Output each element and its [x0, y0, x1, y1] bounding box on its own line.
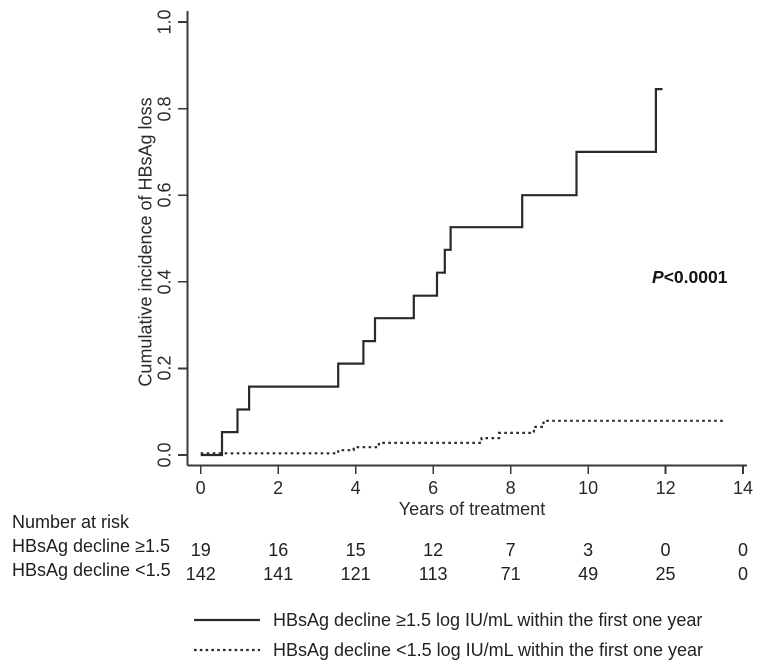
risk-count: 142	[185, 564, 216, 584]
km-curve-low-decline	[200, 419, 724, 455]
solid-line-icon	[194, 618, 260, 622]
risk-count: 121	[340, 564, 371, 584]
y-tick-label: 0.8	[154, 96, 175, 122]
number-at-risk-row-label-high: HBsAg decline ≥1.5	[12, 536, 170, 556]
x-tick-label: 0	[195, 478, 206, 498]
y-axis-title: Cumulative incidence of HBsAg loss	[135, 97, 156, 387]
p-value-annotation: P<0.0001	[652, 267, 727, 288]
number-at-risk-row-high: 19 16 15 12 7 3 0 0	[162, 540, 772, 561]
x-tick-label: 12	[655, 478, 676, 498]
risk-count: 141	[263, 564, 294, 584]
legend-item-high: HBsAg decline ≥1.5 log IU/mL within the …	[194, 609, 703, 631]
risk-count: 15	[345, 540, 366, 560]
risk-count: 0	[660, 540, 671, 560]
x-tick-label: 14	[733, 478, 754, 498]
legend-item-low: HBsAg decline <1.5 log IU/mL within the …	[194, 639, 703, 661]
risk-count: 25	[655, 564, 676, 584]
legend-label-high: HBsAg decline ≥1.5 log IU/mL within the …	[273, 609, 703, 630]
risk-count: 7	[505, 540, 516, 560]
legend: HBsAg decline ≥1.5 log IU/mL within the …	[194, 609, 703, 661]
km-curve-high-decline	[200, 88, 663, 457]
number-at-risk-row-low: 142 141 121 113 71 49 25 0	[162, 564, 772, 585]
risk-count: 12	[423, 540, 444, 560]
dotted-line-icon	[194, 648, 260, 652]
y-tick-label: 1.0	[154, 9, 175, 35]
risk-count: 0	[738, 540, 749, 560]
y-tick-label: 0.4	[154, 269, 175, 295]
y-tick-label: 0.6	[154, 182, 175, 208]
x-tick-label: 6	[428, 478, 439, 498]
risk-count: 113	[418, 564, 448, 584]
risk-count: 19	[190, 540, 211, 560]
x-axis-title: Years of treatment	[398, 499, 546, 519]
legend-label-low: HBsAg decline <1.5 log IU/mL within the …	[273, 639, 704, 660]
risk-count: 16	[268, 540, 289, 560]
x-tick-label: 10	[578, 478, 599, 498]
risk-count: 49	[578, 564, 599, 584]
y-tick-label: 0.0	[154, 442, 175, 468]
risk-count: 0	[738, 564, 749, 584]
x-tick-label: 8	[505, 478, 516, 498]
x-tick-label: 2	[273, 478, 284, 498]
number-at-risk-row-label-low: HBsAg decline <1.5	[12, 560, 171, 580]
x-tick-label: 4	[350, 478, 361, 498]
risk-count: 3	[583, 540, 594, 560]
p-value-number: <0.0001	[663, 267, 728, 287]
p-value-symbol: P	[652, 267, 664, 287]
risk-count: 71	[500, 564, 521, 584]
y-tick-label: 0.2	[154, 355, 175, 381]
number-at-risk-title: Number at risk	[12, 512, 130, 532]
